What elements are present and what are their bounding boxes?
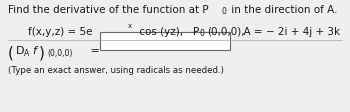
Text: P: P	[193, 27, 199, 37]
Text: (0,0,0): (0,0,0)	[47, 49, 72, 58]
Text: x: x	[128, 23, 132, 29]
Text: =: =	[87, 46, 100, 56]
Text: ): )	[39, 45, 45, 59]
Text: A: A	[24, 49, 29, 58]
FancyBboxPatch shape	[100, 33, 230, 51]
Text: in the direction of A.: in the direction of A.	[228, 5, 337, 15]
Text: 0: 0	[200, 29, 205, 38]
Text: D: D	[16, 46, 25, 56]
Text: 0: 0	[222, 7, 227, 16]
Text: (Type an exact answer, using radicals as needed.): (Type an exact answer, using radicals as…	[8, 65, 224, 74]
Text: (0,0,0),: (0,0,0),	[207, 27, 245, 37]
Text: f(x,y,z) = 5e: f(x,y,z) = 5e	[28, 27, 92, 37]
Text: f: f	[32, 46, 36, 56]
Text: cos (yz),: cos (yz),	[136, 27, 183, 37]
Text: Find the derivative of the function at P: Find the derivative of the function at P	[8, 5, 209, 15]
Text: (: (	[8, 45, 14, 59]
Text: A = − 2i + 4j + 3k: A = − 2i + 4j + 3k	[237, 27, 340, 37]
